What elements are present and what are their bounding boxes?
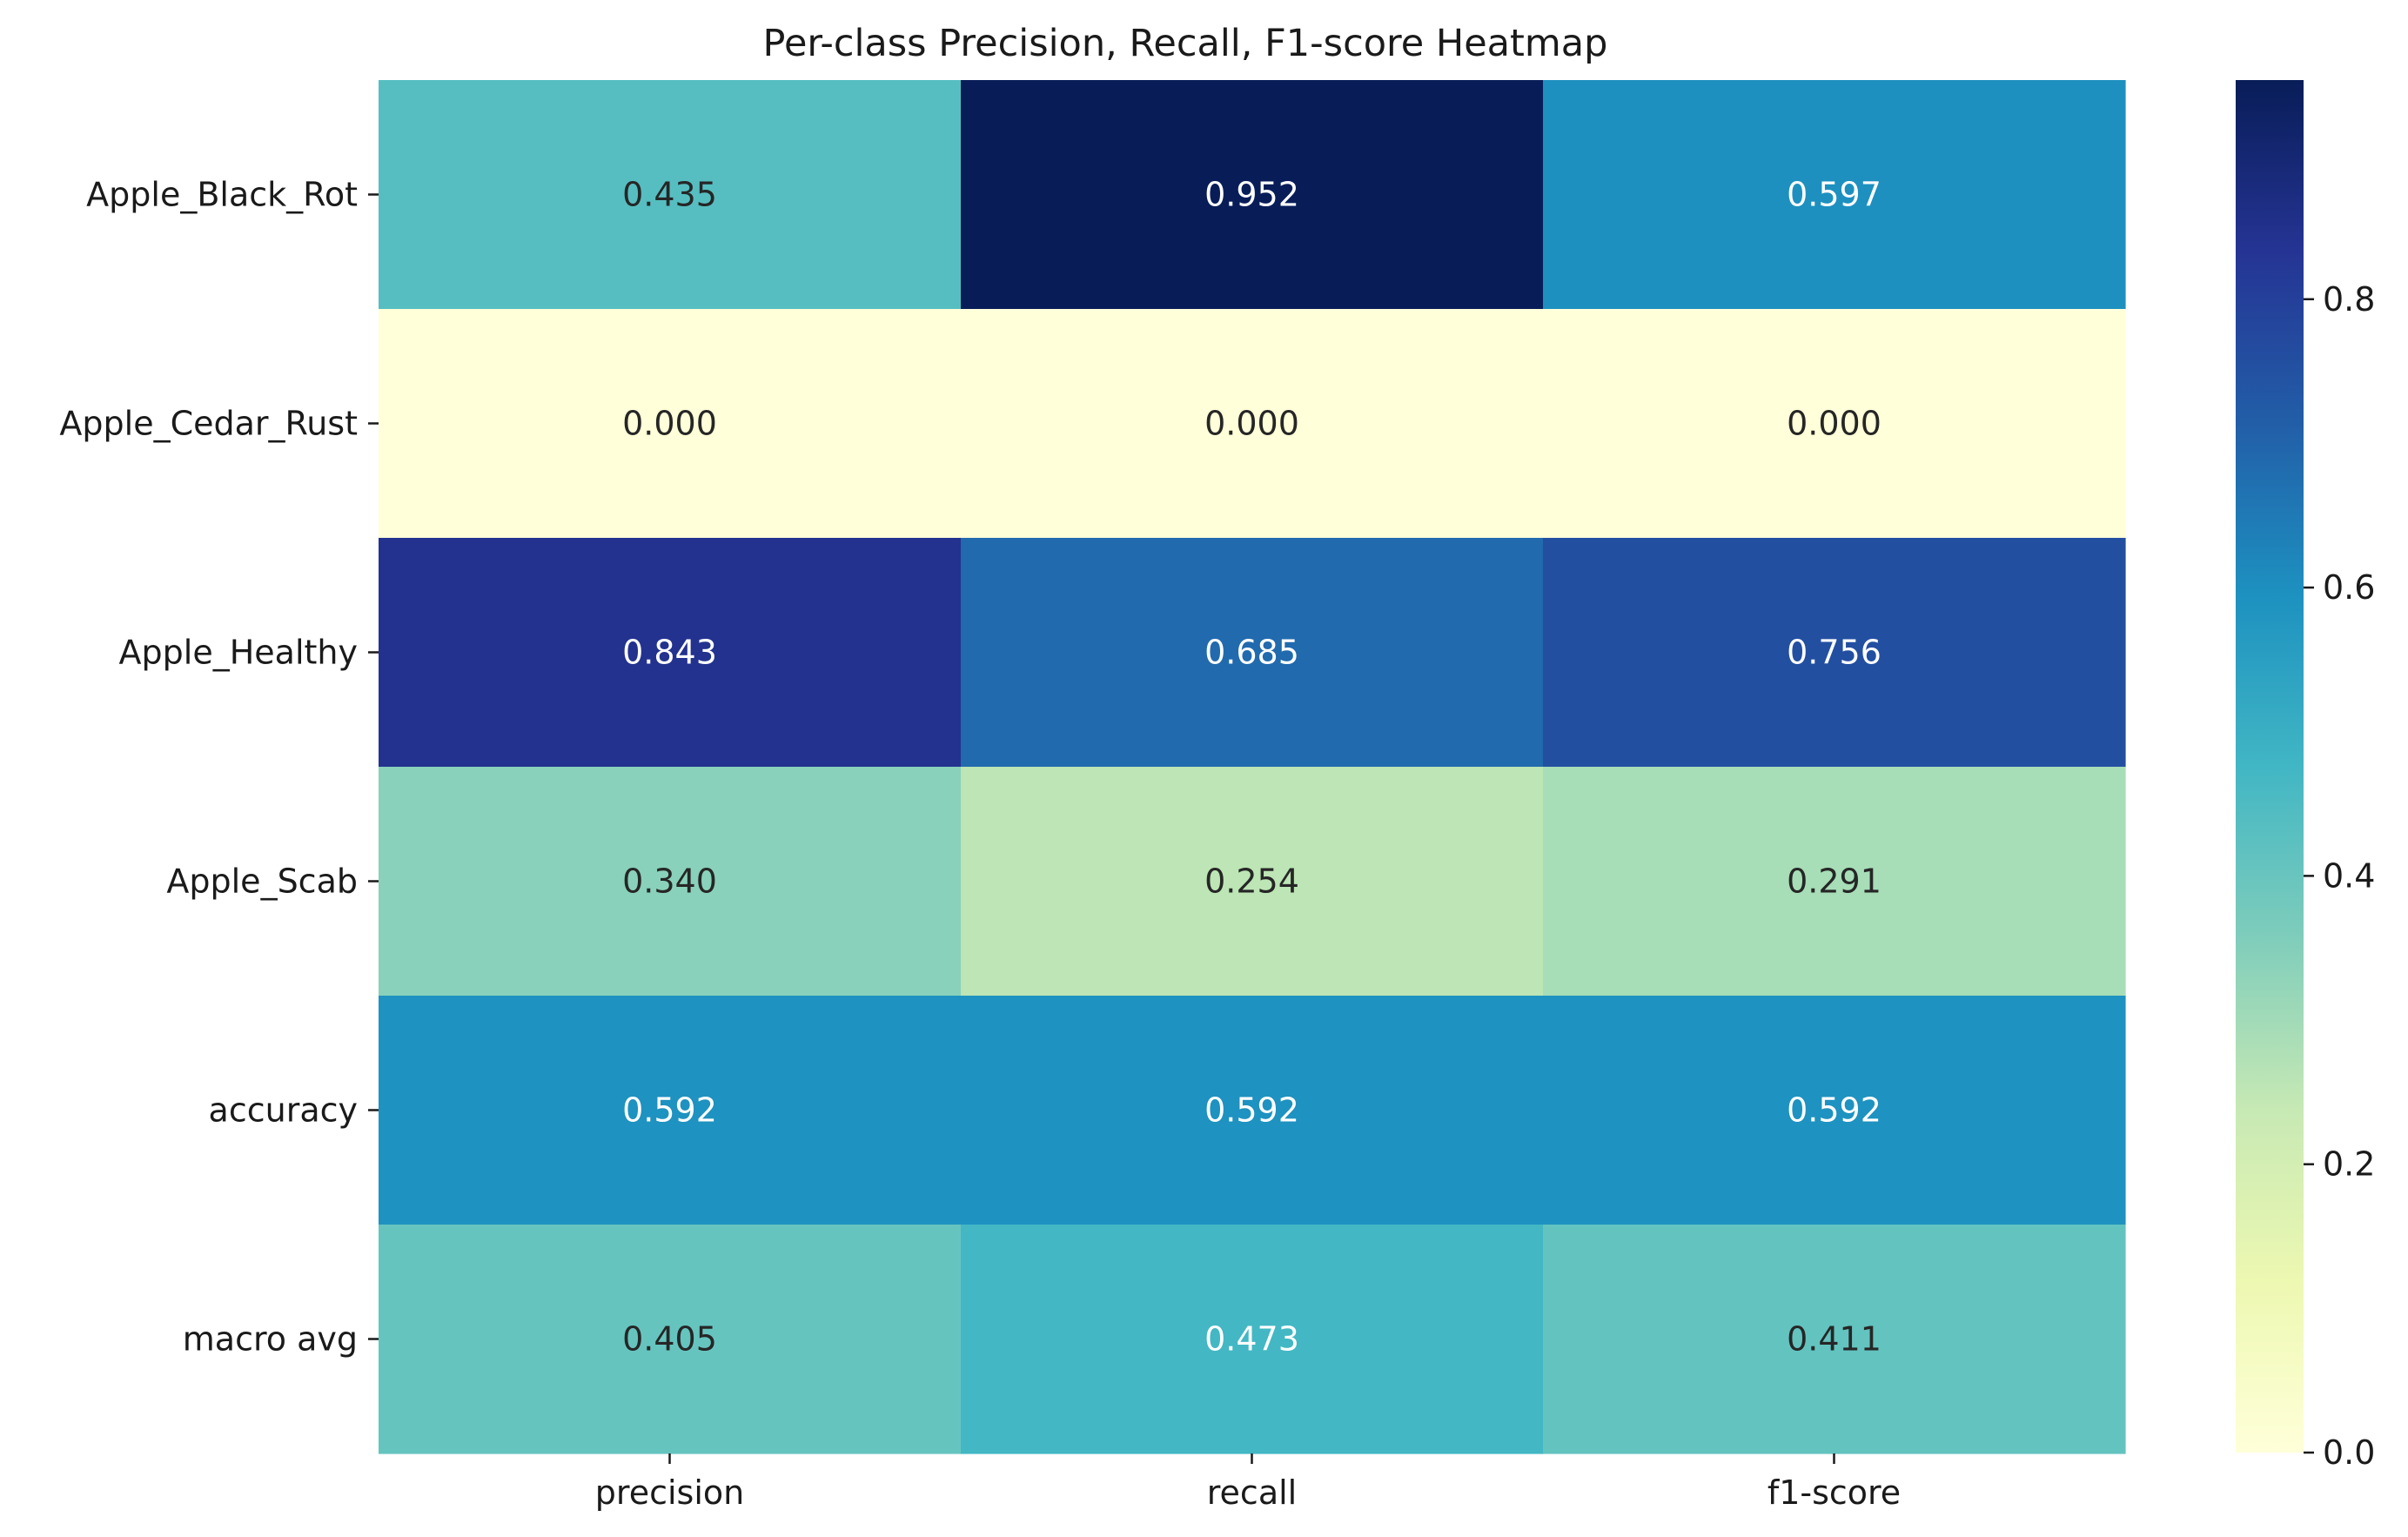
heatmap-cell-apple-healthy-precision xyxy=(379,538,962,768)
colorbar: 0.0 0.2 0.4 0.6 0.8 xyxy=(2236,80,2375,1472)
x-tick-label: recall xyxy=(1207,1473,1297,1512)
y-tick-label: accuracy xyxy=(209,1091,358,1130)
heatmap-cell-macro-avg-precision xyxy=(379,1225,962,1454)
cell-value-label: 0.435 xyxy=(622,176,717,214)
heatmap-cell-apple-cedar-rust-precision xyxy=(379,309,962,539)
colorbar-tick-label: 0.6 xyxy=(2323,568,2375,607)
colorbar-axis: 0.0 0.2 0.4 0.6 0.8 xyxy=(2304,280,2375,1472)
heatmap-cell-apple-healthy-recall xyxy=(961,538,1544,768)
colorbar-tick-label: 0.0 xyxy=(2323,1433,2375,1472)
heatmap-cell-macro-avg-f1-score xyxy=(1543,1225,2126,1454)
cell-value-label: 0.405 xyxy=(622,1320,717,1359)
cell-value-label: 0.597 xyxy=(1787,176,1881,214)
y-tick-label: Apple_Black_Rot xyxy=(86,176,358,214)
heatmap-cell-accuracy-precision xyxy=(379,996,962,1225)
colorbar-gradient xyxy=(2236,80,2304,1453)
heatmap-cell-apple-scab-precision xyxy=(379,767,962,997)
cell-value-label: 0.952 xyxy=(1204,176,1299,214)
colorbar-tick-label: 0.8 xyxy=(2323,280,2375,319)
heatmap-grid: 0.435 0.952 0.597 0.000 0.000 0.000 0.843 0.685… xyxy=(379,80,2126,1454)
x-tick-label: precision xyxy=(595,1473,744,1512)
cell-value-label: 0.340 xyxy=(622,862,717,901)
heatmap-cell-accuracy-recall xyxy=(961,996,1544,1225)
cell-value-label: 0.291 xyxy=(1787,862,1881,901)
heatmap-cell-apple-scab-recall xyxy=(961,767,1544,997)
cell-value-label: 0.411 xyxy=(1787,1320,1881,1359)
cell-value-label: 0.000 xyxy=(1787,405,1881,443)
x-axis: precision recall f1-score xyxy=(595,1453,1901,1512)
heatmap-cell-apple-black-rot-recall xyxy=(961,80,1544,310)
x-tick-label: f1-score xyxy=(1767,1473,1901,1512)
heatmap-cell-apple-cedar-rust-recall xyxy=(961,309,1544,539)
heatmap-cell-apple-black-rot-f1-score xyxy=(1543,80,2126,310)
y-tick-label: Apple_Healthy xyxy=(119,634,358,672)
cell-value-label: 0.000 xyxy=(622,405,717,443)
cell-value-label: 0.473 xyxy=(1204,1320,1299,1359)
heatmap-cell-apple-scab-f1-score xyxy=(1543,767,2126,997)
cell-value-label: 0.843 xyxy=(622,634,717,672)
y-axis: Apple_Black_Rot Apple_Cedar_Rust Apple_Hea… xyxy=(59,176,379,1359)
colorbar-tick-label: 0.4 xyxy=(2323,856,2375,895)
heatmap-cell-apple-cedar-rust-f1-score xyxy=(1543,309,2126,539)
y-tick-label: Apple_Scab xyxy=(166,862,358,901)
cell-value-label: 0.592 xyxy=(1787,1091,1881,1130)
heatmap-cell-macro-avg-recall xyxy=(961,1225,1544,1454)
heatmap-cell-apple-healthy-f1-score xyxy=(1543,538,2126,768)
cell-value-label: 0.000 xyxy=(1204,405,1299,443)
heatmap-cell-accuracy-f1-score xyxy=(1543,996,2126,1225)
colorbar-tick-label: 0.2 xyxy=(2323,1145,2375,1184)
cell-value-label: 0.592 xyxy=(622,1091,717,1130)
heatmap-cell-apple-black-rot-precision xyxy=(379,80,962,310)
cell-value-label: 0.254 xyxy=(1204,862,1299,901)
cell-value-label: 0.685 xyxy=(1204,634,1299,672)
cell-value-label: 0.592 xyxy=(1204,1091,1299,1130)
y-tick-label: Apple_Cedar_Rust xyxy=(59,405,358,443)
chart-title: Per-class Precision, Recall, F1-score He… xyxy=(763,22,1608,65)
y-tick-label: macro avg xyxy=(183,1320,358,1359)
cell-value-label: 0.756 xyxy=(1787,634,1881,672)
